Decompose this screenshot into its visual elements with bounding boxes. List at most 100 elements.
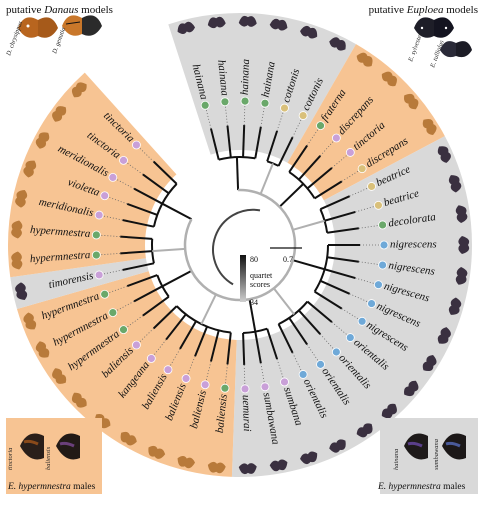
tip-dot — [357, 164, 367, 174]
model-label-e-tulliolus: E. tulliolus — [429, 39, 446, 70]
butterfly-image — [269, 18, 288, 31]
tip-dot — [367, 299, 376, 308]
tip-dot — [100, 191, 110, 201]
tip-label: hainana — [239, 58, 252, 95]
leader-line — [100, 234, 121, 238]
butterfly-image — [404, 380, 419, 397]
leader-line — [153, 339, 167, 356]
leader-line — [292, 118, 302, 138]
butterfly-image — [177, 455, 196, 469]
tip-dot — [374, 280, 383, 290]
tip-dot — [132, 340, 141, 350]
tip-dot — [379, 240, 389, 250]
clade-wedge-gray — [10, 258, 149, 309]
leader-line — [358, 225, 379, 229]
header-danaus: putative Danaus models — [6, 4, 113, 16]
tip-branch — [142, 295, 170, 317]
stem-branch — [248, 298, 257, 332]
tip-dot — [100, 289, 110, 299]
tip-branch — [327, 256, 359, 263]
tip-dot — [345, 333, 355, 342]
leader-line — [108, 285, 128, 294]
tip-dot — [181, 374, 191, 383]
butterfly-image — [71, 82, 87, 98]
tip-branch — [277, 136, 294, 167]
butterfly-image — [35, 341, 50, 358]
inset-right: hainana sumbawana — [380, 418, 478, 494]
tip-branch — [277, 323, 294, 354]
tip-branch — [288, 317, 308, 346]
butterfly-image — [11, 220, 23, 239]
stem-branch — [292, 219, 325, 231]
leader-line — [139, 328, 154, 343]
inset-right-caption: E. hypermnestra males — [378, 482, 466, 492]
leader-line — [358, 261, 379, 265]
legend-label-2: scores — [250, 280, 270, 289]
butterfly-image — [440, 41, 472, 58]
stem-branch — [278, 183, 304, 208]
butterfly-image — [356, 52, 373, 67]
butterfly-image — [238, 15, 257, 27]
core-arc — [183, 188, 297, 302]
butterfly-image — [148, 445, 166, 459]
tip-branch — [120, 235, 153, 240]
leader-line — [319, 140, 334, 157]
inset-left-caption: E. hypermnestra males — [8, 482, 96, 492]
leader-line — [108, 196, 128, 205]
tip-branch — [288, 144, 308, 173]
tip-branch — [152, 305, 178, 330]
tip-dot — [378, 220, 387, 230]
butterfly-image — [120, 431, 137, 446]
butterfly-image — [300, 25, 318, 39]
butterfly-image — [414, 17, 454, 38]
butterfly-image — [329, 37, 346, 51]
clade-wedge-gray — [168, 13, 356, 163]
tip-dot — [374, 200, 383, 210]
leader-line — [126, 315, 144, 328]
tip-branch — [266, 328, 279, 360]
header-euploea: putative Euploea models — [368, 4, 478, 16]
butterfly-image — [269, 459, 288, 472]
tip-branch — [242, 125, 246, 158]
tip-dot — [316, 359, 325, 369]
tree-branches — [120, 125, 360, 365]
leader-line — [139, 147, 154, 162]
tip-branch — [133, 187, 163, 205]
tip-dot — [331, 133, 341, 143]
leader-line — [187, 356, 196, 375]
legend-gradient-bar — [240, 255, 246, 302]
tip-dot — [298, 111, 308, 120]
butterfly-image — [300, 451, 318, 465]
tip-branch — [194, 326, 208, 357]
stem-branch — [152, 247, 186, 253]
tip-dot — [146, 354, 156, 363]
tip-dot — [200, 380, 210, 390]
tip-branch — [266, 130, 279, 162]
stem-branch — [161, 202, 192, 221]
leader-line — [169, 348, 181, 367]
tip-dot — [345, 148, 355, 157]
butterfly-image — [71, 392, 87, 408]
tip-branch — [142, 173, 170, 195]
tip-branch — [298, 155, 322, 181]
tip-dot — [316, 121, 325, 131]
tip-branch — [306, 167, 333, 190]
tip-dot — [331, 347, 341, 357]
leader-line — [331, 321, 348, 336]
clade-wedge-orange — [16, 271, 237, 477]
leader-line — [243, 364, 246, 385]
stem-branch — [259, 163, 274, 195]
tip-branch — [122, 219, 155, 228]
leader-line — [319, 333, 334, 350]
clade-arc — [266, 160, 280, 167]
butterfly-image — [422, 355, 437, 372]
legend-label-1: quartet — [250, 271, 273, 280]
butterfly-image — [238, 463, 257, 475]
butterfly-image — [15, 190, 28, 208]
tip-branch — [133, 285, 163, 303]
butterfly-image — [11, 251, 23, 270]
tip-dot — [200, 100, 210, 110]
stem-branch — [292, 259, 325, 271]
tip-dot — [163, 365, 173, 375]
stem-branch — [235, 157, 240, 191]
